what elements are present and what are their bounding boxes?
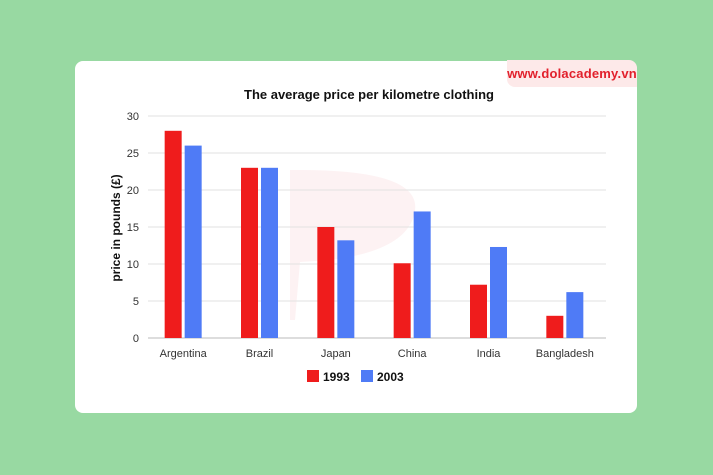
bar-1993-japan [317,227,335,338]
y-tick-label: 25 [127,148,139,160]
bar-1993-brazil [241,167,258,338]
bar-1993-india [470,284,487,338]
y-axis-ticks: 0 5 10 15 20 25 30 [127,111,139,345]
y-tick-label: 30 [127,111,139,123]
bar-2003-china [413,211,431,338]
x-tick-label: India [477,348,502,360]
legend: 1993 2003 [307,370,404,384]
x-tick-label: Brazil [246,348,274,360]
gridlines [148,115,606,339]
chart-title: The average price per kilometre clothing [244,87,494,102]
y-tick-label: 5 [133,296,139,308]
x-tick-label: China [398,348,428,360]
bar-2003-brazil [261,167,278,338]
legend-swatch-2003 [361,370,373,382]
legend-label-2003: 2003 [377,370,404,384]
x-tick-label: Argentina [160,348,208,360]
bar-1993-china [393,263,411,338]
legend-label-1993: 1993 [323,370,350,384]
y-tick-label: 0 [133,333,139,345]
watermark-url: www.dolacademy.vn [507,60,637,87]
x-tick-label: Bangladesh [536,348,594,360]
bar-2003-bangladesh [566,292,584,338]
bar-2003-japan [337,240,355,338]
y-tick-label: 10 [127,259,139,271]
y-tick-label: 15 [127,222,139,234]
bar-2003-india [490,246,507,338]
bar-1993-argentina [164,130,182,338]
x-tick-label: Japan [321,348,351,360]
bars [164,130,584,338]
bar-2003-argentina [184,145,202,338]
y-axis-label: price in pounds (£) [109,174,123,281]
y-tick-label: 20 [127,185,139,197]
x-axis-ticks: Argentina Brazil Japan China India Bangladesh [160,348,594,360]
bar-1993-bangladesh [546,315,564,338]
legend-swatch-1993 [307,370,319,382]
